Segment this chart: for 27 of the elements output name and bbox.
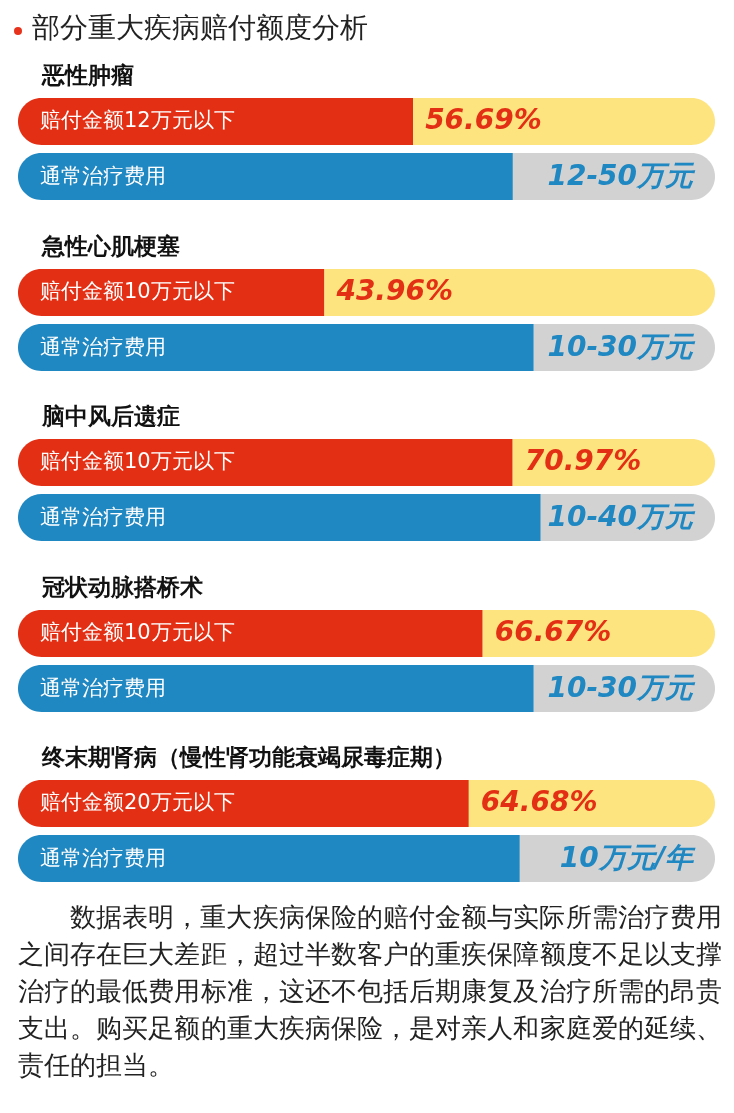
chart-title: 恶性肿瘤 [42, 61, 135, 90]
y-tick-label: 赔付金额10万元以下 [40, 619, 235, 644]
y-tick-label: 赔付金额12万元以下 [40, 108, 235, 133]
annotation: 10-40万元 [547, 499, 696, 533]
text: 部分重大疾病赔付额度分析 [32, 10, 368, 46]
data-label: 43.96% [335, 273, 454, 307]
text: 数据表明，重大疾病保险的赔付金额与实际所需治疗费用之间存在巨大差距，超过半数客户的重疾保障额度不足以支撑治疗的最低费用标准，这还不包括后期康复及治疗所需的昂贵支出。购买足额的重大疾病保险，是对亲人和家庭爱的延续、责任的担当。 [18, 901, 722, 1082]
annotation: 10-30万元 [547, 670, 696, 704]
data-label: 56.69% [425, 103, 542, 137]
chart-title: 冠状动脉搭桥术 [42, 572, 204, 602]
data-label: 64.68% [480, 785, 598, 819]
y-tick-label: 通常治疗费用 [40, 845, 166, 870]
annotation: 10万元/年 [559, 840, 696, 874]
chart-title: 脑中风后遗症 [42, 402, 181, 431]
y-tick-label: 赔付金额10万元以下 [40, 449, 235, 474]
y-tick-label: 通常治疗费用 [40, 675, 166, 700]
annotation: 12-50万元 [547, 158, 696, 192]
y-tick-label: 赔付金额20万元以下 [40, 790, 235, 815]
data-label: 66.67% [494, 614, 612, 648]
y-tick-label: 通常治疗费用 [40, 504, 166, 529]
data-label: 70.97% [524, 444, 642, 478]
chart-title: 终末期肾病（慢性肾功能衰竭尿毒症期） [42, 743, 457, 772]
y-tick-label: 通常治疗费用 [40, 163, 166, 188]
y-tick-label: 通常治疗费用 [40, 334, 166, 359]
y-tick-label: 赔付金额10万元以下 [40, 278, 235, 303]
annotation: 10-30万元 [547, 329, 696, 363]
chart-title: 急性心肌梗塞 [42, 231, 181, 261]
